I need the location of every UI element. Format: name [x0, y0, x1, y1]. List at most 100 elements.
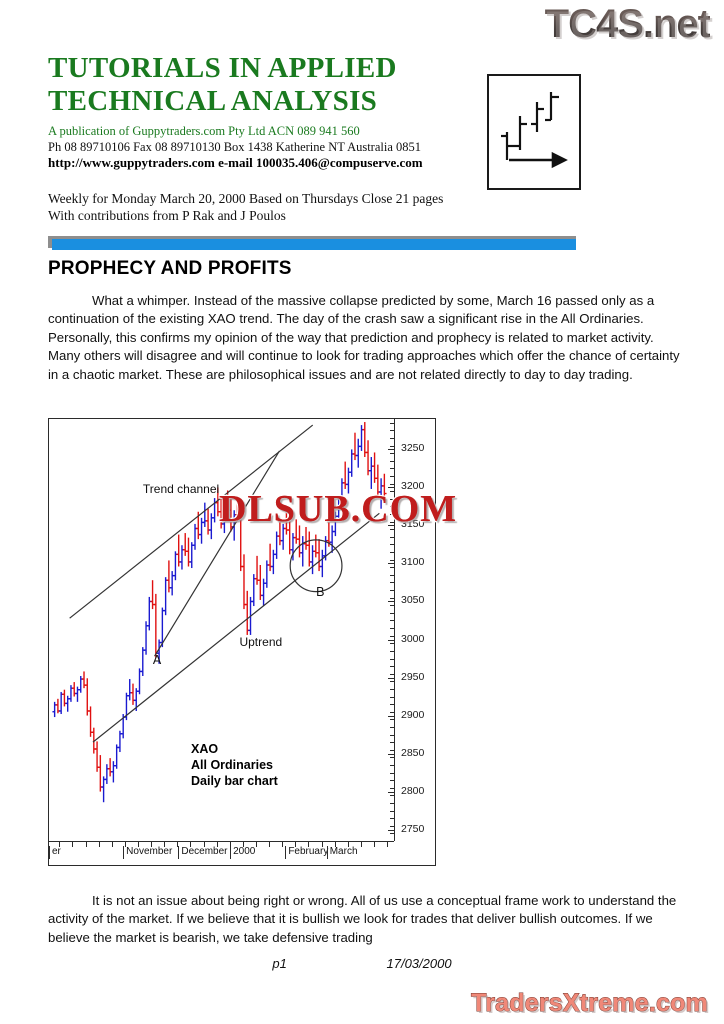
- page-title: PROPHECY AND PROFITS: [48, 258, 292, 279]
- y-axis-minor-tick: [390, 734, 394, 736]
- page-footer: p1 17/03/2000: [0, 956, 724, 971]
- y-axis-tick-label: 3050: [401, 594, 425, 607]
- x-axis-tick: [387, 842, 389, 847]
- y-axis-tick-label: 2750: [401, 822, 425, 835]
- x-axis-tick: [269, 842, 271, 847]
- y-axis-tick: [388, 601, 394, 603]
- divider-rule: [48, 236, 576, 250]
- x-axis-tick: [111, 842, 113, 847]
- y-axis-minor-tick: [390, 453, 394, 455]
- y-axis-minor-tick: [390, 445, 394, 447]
- y-axis-tick: [388, 563, 394, 565]
- bar-chart-logo-box: [487, 74, 581, 190]
- publisher-info: A publication of Guppytraders.com Pty Lt…: [48, 124, 488, 171]
- ohlc-bars: [52, 422, 387, 803]
- y-axis-tick: [388, 829, 394, 831]
- y-axis-minor-tick: [390, 780, 394, 782]
- y-axis-minor-tick: [390, 597, 394, 599]
- y-axis-minor-tick: [390, 483, 394, 485]
- x-axis-labels: er November December 2000 February March: [49, 842, 394, 864]
- y-axis-minor-tick: [390, 772, 394, 774]
- tc4s-logo: TC4S.net: [544, 2, 711, 46]
- y-axis-tick-label: 3200: [401, 480, 425, 493]
- y-axis-minor-tick: [390, 833, 394, 835]
- legend-chart-type: Daily bar chart: [191, 774, 278, 788]
- y-axis-minor-tick: [390, 628, 394, 630]
- y-axis-tick: [388, 715, 394, 717]
- footer-date: 17/03/2000: [386, 956, 452, 971]
- y-axis-minor-tick: [390, 749, 394, 751]
- web-email-line: http://www.guppytraders.com e-mail 10003…: [48, 155, 423, 170]
- tradersxtreme-logo: TradersXtreme.com: [471, 989, 709, 1018]
- y-axis-minor-tick: [390, 666, 394, 668]
- chart-x-axis: [49, 841, 394, 842]
- y-axis-minor-tick: [390, 529, 394, 531]
- y-axis-tick-label: 3150: [401, 518, 425, 531]
- x-axis-tick: [229, 842, 231, 847]
- y-axis-minor-tick: [390, 422, 394, 424]
- x-axis-tick: [373, 842, 375, 847]
- x-axis-tick: [347, 842, 349, 847]
- legend-symbol: XAO: [191, 742, 219, 756]
- y-axis-tick-label: 3100: [401, 556, 425, 569]
- x-axis-tick: [59, 842, 61, 847]
- y-axis-minor-tick: [390, 711, 394, 713]
- x-axis-tick: [138, 842, 139, 847]
- y-axis-minor-tick: [390, 460, 394, 462]
- y-axis-minor-tick: [390, 719, 394, 721]
- price-chart: 3250 3200 3150 3100 3050 3000 2950 2900 2850 2800…: [48, 418, 436, 866]
- x-axis-tick: [334, 842, 336, 847]
- y-axis-tick: [388, 487, 394, 489]
- x-axis-tick: [360, 842, 362, 847]
- y-axis-minor-tick: [390, 559, 394, 561]
- y-axis-minor-tick: [390, 787, 394, 789]
- y-axis-minor-tick: [390, 590, 394, 592]
- y-axis-minor-tick: [390, 468, 394, 470]
- x-axis-tick: [98, 842, 100, 847]
- x-axis-tick: [242, 842, 244, 847]
- y-axis-minor-tick: [390, 810, 394, 812]
- y-axis-minor-tick: [390, 795, 394, 797]
- masthead: TUTORIALS IN APPLIED TECHNICAL ANALYSIS …: [48, 52, 488, 171]
- x-axis-tick: [177, 842, 179, 847]
- y-axis-minor-tick: [390, 514, 394, 516]
- chart-annotation-uptrend: Uptrend: [239, 635, 283, 650]
- x-axis-tick: [190, 842, 192, 847]
- y-axis-minor-tick: [390, 536, 394, 538]
- chart-annotation-trend-channel: Trend channel: [142, 482, 220, 497]
- x-axis-month-label: March: [326, 846, 358, 859]
- y-axis-minor-tick: [390, 612, 394, 614]
- y-axis-minor-tick: [390, 552, 394, 554]
- y-axis-minor-tick: [390, 498, 394, 500]
- publisher-line: A publication of Guppytraders.com Pty Lt…: [48, 124, 360, 138]
- y-axis-minor-tick: [390, 673, 394, 675]
- y-axis-tick: [388, 525, 394, 527]
- x-axis-tick: [282, 842, 284, 847]
- y-axis-minor-tick: [390, 544, 394, 546]
- chart-plot-area: [49, 419, 394, 841]
- masthead-title-line1: TUTORIALS IN APPLIED: [48, 52, 397, 84]
- y-axis-minor-tick: [390, 582, 394, 584]
- y-axis-minor-tick: [390, 742, 394, 744]
- x-axis-tick: [72, 842, 74, 847]
- contact-line: Ph 08 89710106 Fax 08 89710130 Box 1438 …: [48, 139, 422, 154]
- y-axis-minor-tick: [390, 521, 394, 523]
- x-axis-month-label: December: [178, 846, 228, 859]
- y-axis-tick: [388, 791, 394, 793]
- y-axis-minor-tick: [390, 726, 394, 728]
- y-axis-minor-tick: [390, 825, 394, 827]
- y-axis-minor-tick: [390, 650, 394, 652]
- ascending-bars-icon: [501, 92, 568, 169]
- watermark-fill: DLSUB.COM: [219, 488, 458, 530]
- x-axis-tick: [308, 842, 310, 847]
- legend-index-name: All Ordinaries: [191, 758, 273, 772]
- y-axis-minor-tick: [390, 491, 394, 493]
- x-axis-tick: [295, 842, 297, 847]
- x-axis-tick: [321, 842, 323, 847]
- y-axis-minor-tick: [390, 757, 394, 759]
- x-axis-tick: [256, 842, 257, 847]
- chart-y-axis: [394, 419, 395, 841]
- masthead-title-line2: TECHNICAL ANALYSIS: [48, 85, 378, 117]
- issue-info: Weekly for Monday March 20, 2000 Based o…: [48, 190, 443, 224]
